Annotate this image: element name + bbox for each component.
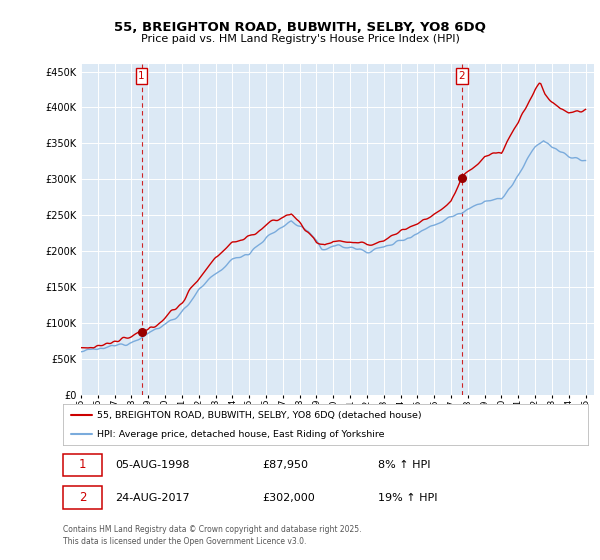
FancyBboxPatch shape [63,454,103,476]
Text: 2: 2 [79,491,86,504]
Text: 24-AUG-2017: 24-AUG-2017 [115,493,190,503]
FancyBboxPatch shape [63,487,103,509]
Text: 19% ↑ HPI: 19% ↑ HPI [378,493,437,503]
Text: £302,000: £302,000 [263,493,315,503]
Text: 1: 1 [79,458,86,472]
Text: 55, BREIGHTON ROAD, BUBWITH, SELBY, YO8 6DQ: 55, BREIGHTON ROAD, BUBWITH, SELBY, YO8 … [114,21,486,34]
Text: 1: 1 [138,71,145,81]
Text: 8% ↑ HPI: 8% ↑ HPI [378,460,431,470]
Text: £87,950: £87,950 [263,460,308,470]
Text: 05-AUG-1998: 05-AUG-1998 [115,460,190,470]
Text: Price paid vs. HM Land Registry's House Price Index (HPI): Price paid vs. HM Land Registry's House … [140,34,460,44]
Text: HPI: Average price, detached house, East Riding of Yorkshire: HPI: Average price, detached house, East… [97,430,385,438]
Text: 55, BREIGHTON ROAD, BUBWITH, SELBY, YO8 6DQ (detached house): 55, BREIGHTON ROAD, BUBWITH, SELBY, YO8 … [97,411,422,420]
Text: Contains HM Land Registry data © Crown copyright and database right 2025.
This d: Contains HM Land Registry data © Crown c… [63,525,361,545]
Text: 2: 2 [458,71,465,81]
